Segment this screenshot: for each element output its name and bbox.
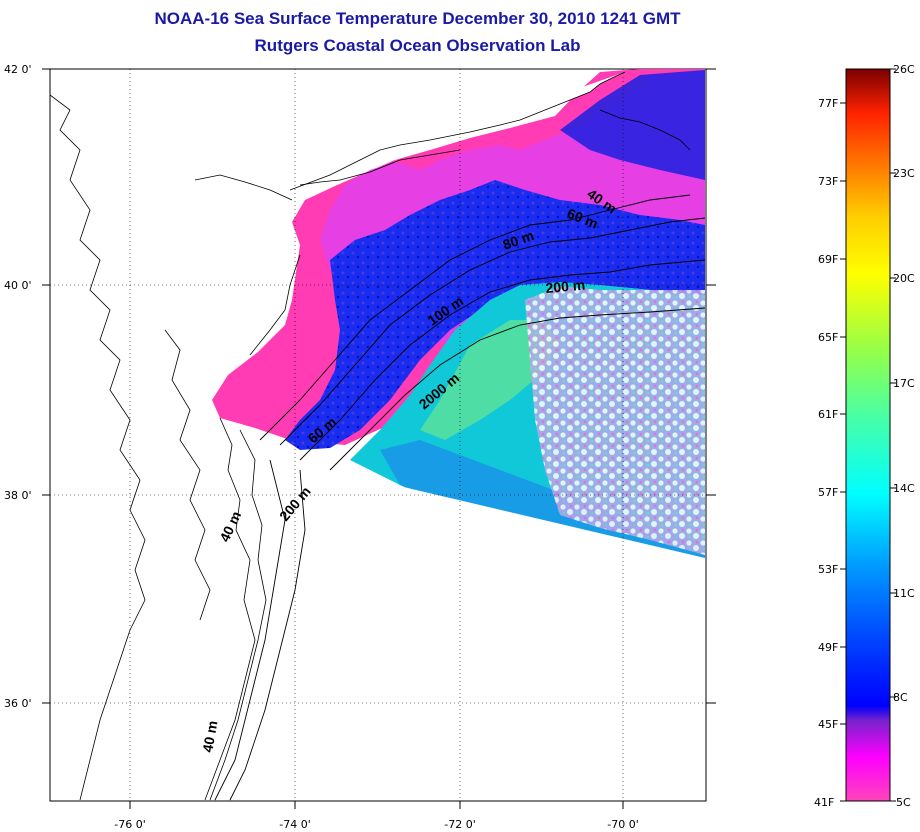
colorbar-ticks: [840, 68, 896, 802]
depth-label: 40 m: [199, 719, 220, 753]
colorbar-f-label: 65F: [818, 331, 838, 344]
colorbar-f-label: 61F: [818, 408, 838, 421]
colorbar-c-label: 26C: [893, 63, 915, 76]
temperature-colorbar: [845, 68, 891, 802]
lon-label: -74 0': [279, 818, 311, 831]
colorbar-c-label: 23C: [893, 167, 915, 180]
depth-label: 200 m: [545, 277, 586, 296]
coastline: [50, 71, 691, 801]
lat-label: 36 0': [4, 697, 32, 710]
graticule: [50, 69, 706, 801]
colorbar-c-label: 17C: [893, 377, 915, 390]
lat-label: 40 0': [4, 279, 32, 292]
colorbar-f-label: 73F: [818, 175, 838, 188]
colorbar-f-label: 49F: [818, 641, 838, 654]
tick-marks: [42, 68, 716, 809]
colorbar-f-label: 41F: [814, 796, 834, 809]
colorbar-c-label: 8C: [893, 691, 908, 704]
colorbar-c-label: 5C: [896, 796, 911, 809]
colorbar-f-label: 45F: [818, 718, 838, 731]
colorbar-f-label: 77F: [818, 97, 838, 110]
colorbar-c-label: 20C: [893, 272, 915, 285]
lat-label: 42 0': [4, 63, 32, 76]
map-title: NOAA-16 Sea Surface Temperature December…: [154, 9, 681, 28]
colorbar-f-label: 57F: [818, 486, 838, 499]
map-subtitle: Rutgers Coastal Ocean Observation Lab: [254, 36, 581, 55]
lat-label: 38 0': [4, 489, 32, 502]
lon-label: -76 0': [114, 818, 146, 831]
colorbar-f-label: 53F: [818, 563, 838, 576]
colorbar-f-label: 69F: [818, 253, 838, 266]
colorbar-c-label: 14C: [893, 482, 915, 495]
sst-field: [212, 69, 705, 568]
depth-contours: [214, 194, 706, 801]
lon-label: -70 0': [607, 818, 639, 831]
lon-label: -72 0': [444, 818, 476, 831]
colorbar-c-label: 11C: [893, 587, 915, 600]
